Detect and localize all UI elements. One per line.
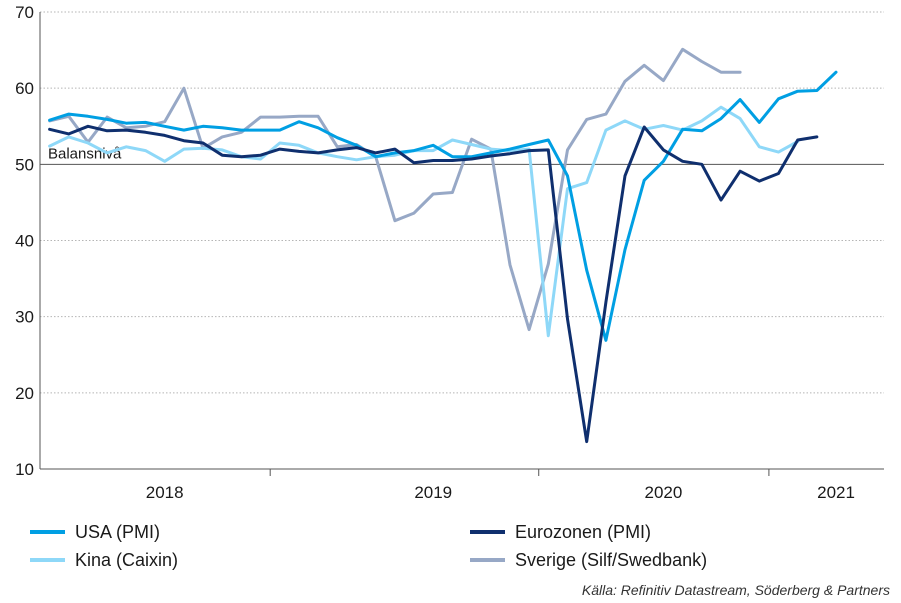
year-label: 2018: [146, 483, 184, 502]
series-line-1: [48, 124, 819, 444]
y-tick-label: 10: [15, 460, 34, 479]
legend-label: USA (PMI): [75, 522, 160, 542]
legend-label: Sverige (Silf/Swedbank): [515, 550, 707, 570]
y-tick-label: 60: [15, 79, 34, 98]
y-tick-label: 20: [15, 384, 34, 403]
legend-label: Eurozonen (PMI): [515, 522, 651, 542]
gridlines: [40, 11, 884, 394]
year-label: 2020: [644, 483, 682, 502]
y-tick-label: 40: [15, 232, 34, 251]
series-line-3: [48, 47, 742, 332]
axes: [39, 12, 884, 476]
legend: USA (PMI) Eurozonen (PMI) Kina (Caixin) Sve…: [30, 522, 707, 570]
series-line-0: [48, 70, 838, 342]
source-note: Källa: Refinitiv Datastream, Söderberg &…: [582, 582, 890, 598]
year-label: 2019: [414, 483, 452, 502]
y-tick-label: 70: [15, 3, 34, 22]
y-tick-label: 30: [15, 308, 34, 327]
x-axis-year-labels: 2018 2019 2020 2021: [146, 483, 855, 502]
y-tick-label: 50: [15, 155, 34, 174]
series-lines: [48, 47, 838, 444]
legend-label: Kina (Caixin): [75, 550, 178, 570]
year-label: 2021: [817, 483, 855, 502]
balance-reference-label: Balansnivå: [48, 145, 122, 162]
series-line-2: [48, 105, 800, 338]
y-axis-tick-labels: 10 20 30 40 50 60 70: [15, 3, 34, 479]
